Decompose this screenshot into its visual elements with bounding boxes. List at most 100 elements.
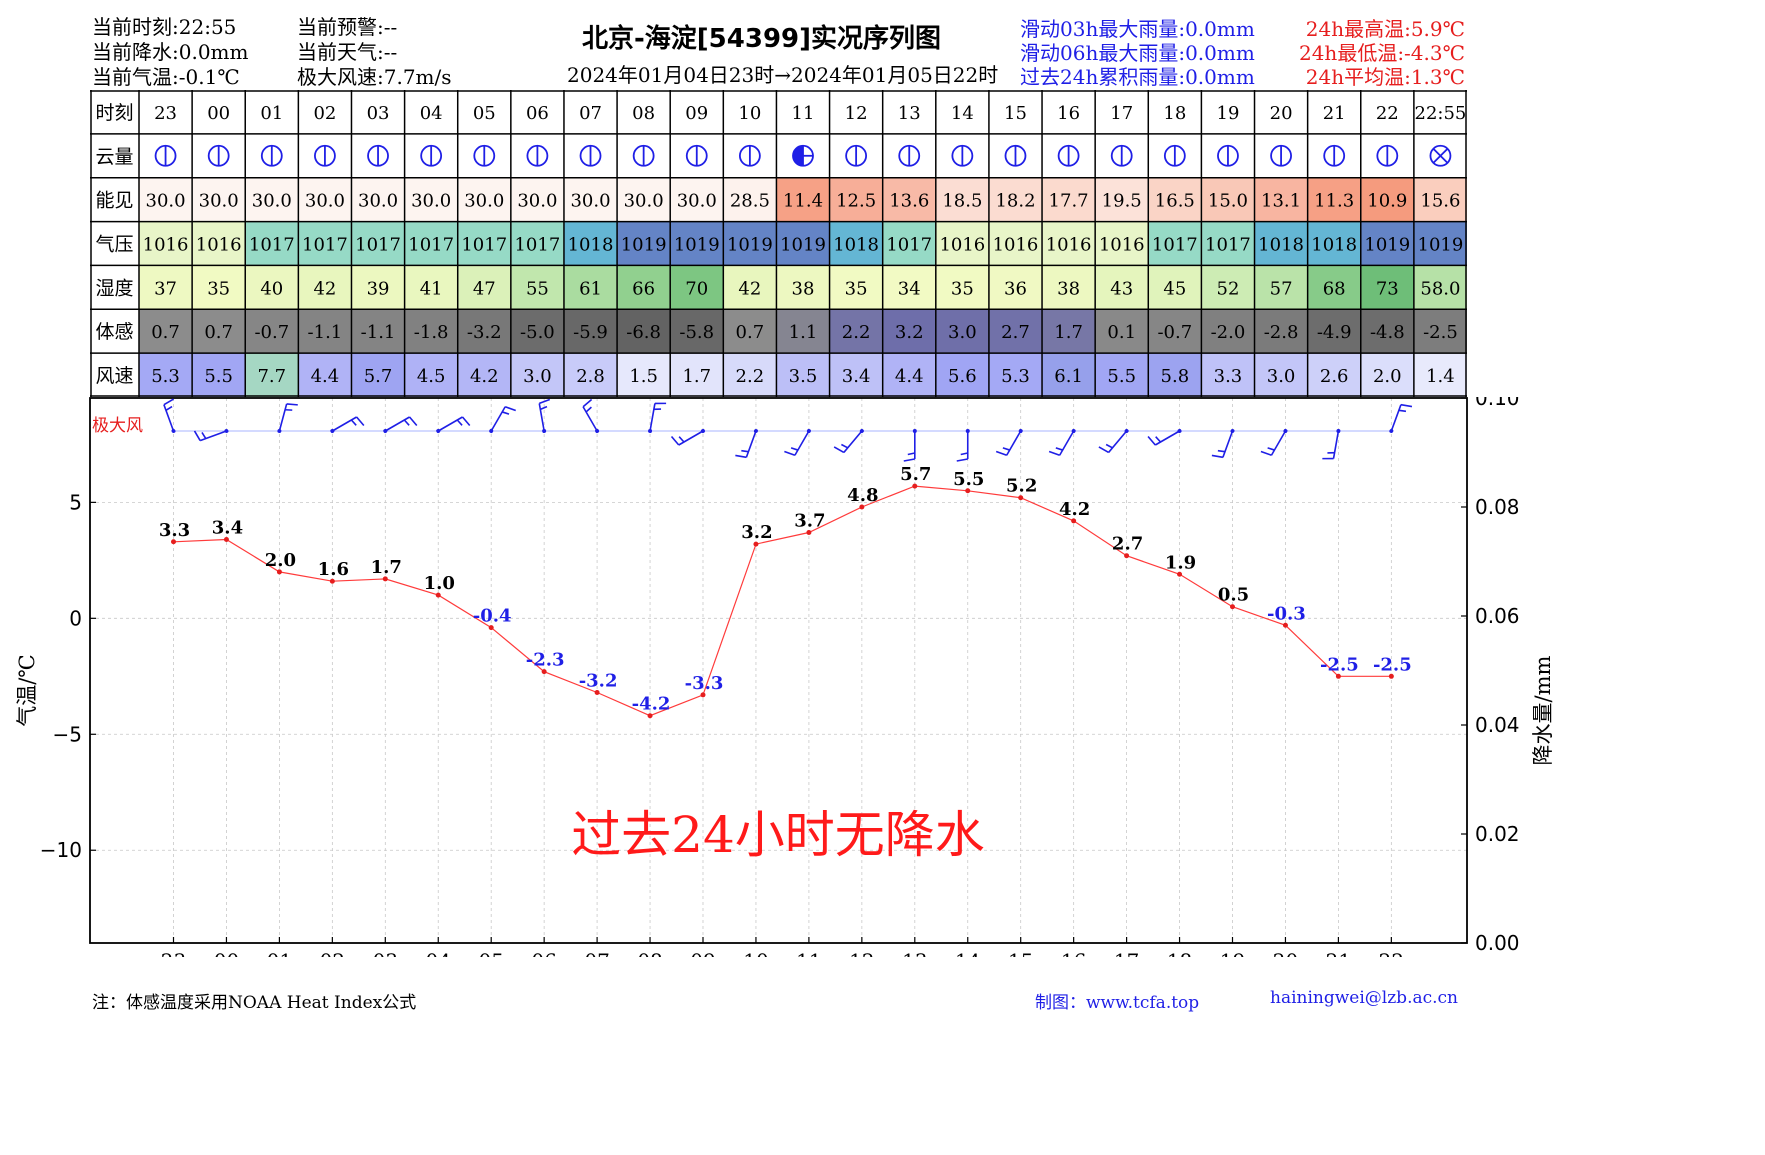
temperature-label: 1.7	[371, 557, 402, 578]
cell-bg	[404, 309, 458, 354]
cell-bg	[882, 309, 936, 354]
temperature-label: 1.9	[1165, 552, 1196, 573]
value-cell: 4.5	[417, 366, 446, 387]
x-tick-label: 16	[1061, 949, 1086, 957]
value-cell: 1018	[833, 235, 879, 256]
cell-bg	[776, 265, 830, 310]
chart-grid	[90, 398, 1467, 943]
temperature-label: -0.3	[1267, 603, 1306, 624]
value-cell: 37	[154, 278, 177, 299]
wind-barb-icon	[163, 398, 176, 433]
hour-cell: 15	[1004, 103, 1027, 124]
cell-bg	[1413, 265, 1467, 310]
value-cell: 1.7	[1054, 322, 1083, 343]
temperature-label: 0.5	[1218, 585, 1249, 606]
temperature-point	[1018, 495, 1024, 501]
cell-bg	[351, 265, 405, 310]
value-cell: 3.5	[789, 366, 818, 387]
cell-bg	[139, 265, 193, 310]
cell-bg	[1360, 265, 1414, 310]
y2-tick-label: 0.08	[1475, 495, 1520, 519]
cell-bg	[298, 265, 352, 310]
cell-bg	[1042, 353, 1096, 397]
hour-cell: 17	[1110, 103, 1133, 124]
value-cell: 11.4	[783, 191, 823, 212]
cloud-half-icon	[792, 144, 814, 167]
value-cell: -2.8	[1264, 322, 1299, 343]
x-tick-label: 09	[690, 949, 715, 957]
x-tick-label: 05	[478, 949, 503, 957]
temperature-point	[1124, 553, 1130, 559]
value-cell: 30.0	[517, 191, 557, 212]
cell-bg	[1201, 265, 1255, 310]
value-cell: 1017	[886, 235, 932, 256]
cell-bg	[1042, 265, 1096, 310]
temperature-label: 5.5	[953, 469, 984, 490]
cell-bg	[1413, 177, 1467, 222]
value-cell: 5.8	[1161, 366, 1190, 387]
cell-bg	[1254, 177, 1308, 222]
cloud-clear-icon	[1110, 144, 1133, 167]
cloud-clear-icon	[1217, 144, 1239, 167]
rain-6h: 滑动06h最大雨量:0.0mm	[1020, 41, 1255, 65]
temperature-point	[276, 569, 282, 575]
cloud-clear-icon	[1004, 144, 1027, 167]
value-cell: 2.2	[736, 366, 765, 387]
cell-bg	[988, 265, 1043, 310]
value-cell: 66	[632, 278, 655, 299]
hour-cell: 20	[1270, 103, 1293, 124]
value-cell: 52	[1217, 278, 1240, 299]
temperature-label: 3.3	[159, 520, 190, 541]
temperature-label: -2.5	[1320, 654, 1359, 675]
value-cell: 1018	[568, 235, 614, 256]
value-cell: -3.2	[467, 322, 502, 343]
value-cell: 1017	[514, 235, 560, 256]
cell-bg	[1360, 353, 1414, 397]
hour-cell: 00	[207, 103, 230, 124]
table-row-feel: 体感 0.7 0.7 -0.7 -1.1 -1.1 -1.8 -3.2 -5.0 -5.9 -6.8…	[95, 309, 1467, 354]
cell-bg	[192, 309, 246, 354]
wind-barb-icon	[670, 429, 705, 446]
cloud-clear-icon	[420, 144, 443, 167]
cell-bg	[563, 265, 618, 310]
hour-cell: 08	[632, 103, 655, 124]
temperature-label: 2.7	[1112, 534, 1143, 555]
cell-bg	[510, 221, 564, 266]
value-cell: 1019	[727, 235, 773, 256]
value-cell: 6.1	[1054, 366, 1083, 387]
cell-bg	[1095, 353, 1149, 397]
value-cell: 0.7	[151, 322, 180, 343]
value-cell: -1.1	[361, 322, 396, 343]
temperature-point	[1230, 604, 1235, 610]
x-tick-label: 20	[1273, 949, 1298, 957]
temperature-chart: 5 0 −5 −10 0.10 0.08 0.06 0.04 0.02 0.00 23 00 01 02 0…	[15, 397, 1555, 957]
x-tick-label: 23	[161, 949, 186, 957]
cloud-clear-icon	[154, 144, 177, 167]
x-tick-label: 03	[373, 949, 398, 957]
temperature-point	[488, 625, 494, 631]
value-cell: 34	[898, 278, 921, 299]
value-cell: 0.7	[736, 322, 765, 343]
x-tick-label: 17	[1114, 949, 1139, 957]
cell-bg	[1360, 177, 1414, 222]
temp-min: 24h最低温:-4.3℃	[1298, 41, 1465, 65]
cell-bg	[563, 177, 618, 222]
value-cell: -1.1	[308, 322, 343, 343]
cloud-clear-icon	[314, 144, 336, 167]
row-label: 湿度	[95, 277, 133, 299]
hour-cell: 19	[1217, 103, 1240, 124]
value-cell: 1017	[249, 235, 295, 256]
cell-bg	[510, 353, 564, 397]
value-cell: 30.0	[146, 191, 186, 212]
value-cell: 1.1	[789, 322, 818, 343]
wind-barb-icon	[436, 416, 471, 433]
value-cell: 0.1	[1107, 322, 1136, 343]
value-cell: 3.3	[1214, 366, 1243, 387]
value-cell: 18.2	[995, 191, 1035, 212]
wind-barb-icon	[538, 398, 551, 433]
table-row-hum: 湿度 37 35 40 42 39 41 47 55 61 66 70 42 38 35 34 35 36 38 43…	[95, 265, 1467, 310]
value-cell: 55	[526, 278, 549, 299]
x-tick-label: 06	[531, 949, 556, 957]
cell-bg	[351, 177, 405, 222]
cell-bg	[935, 221, 989, 266]
